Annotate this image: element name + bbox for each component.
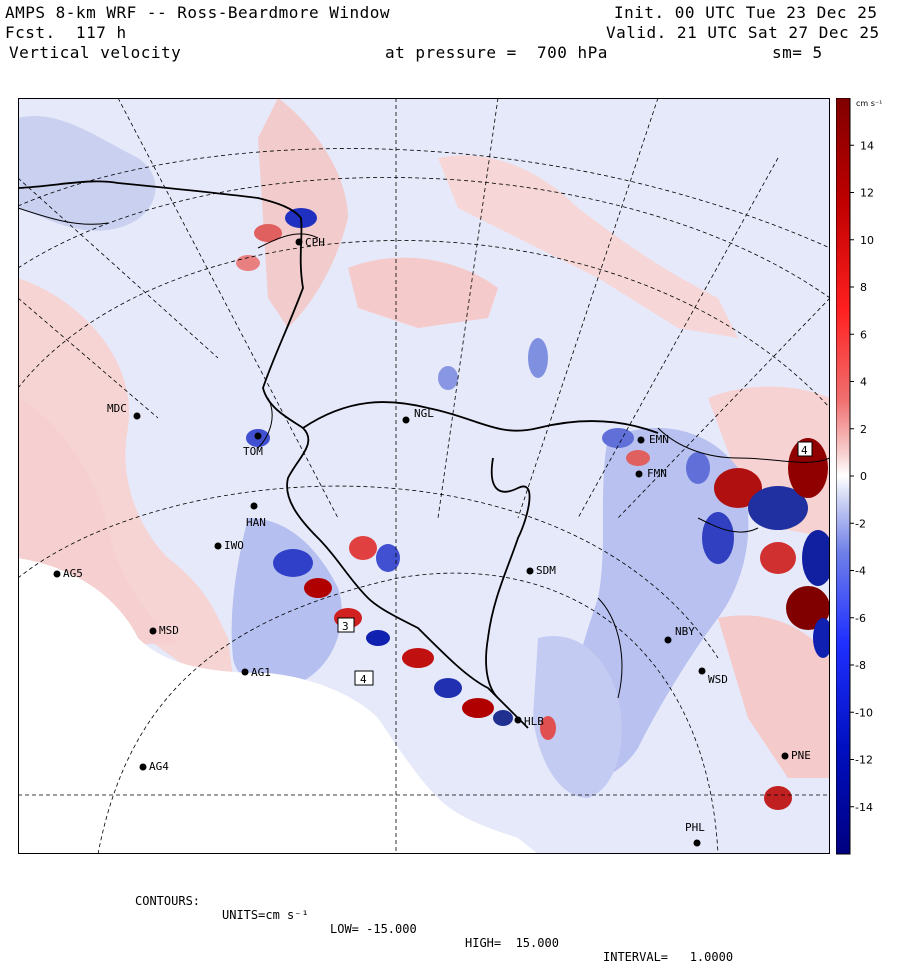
negative-area-south <box>533 636 622 798</box>
colorbar-tick-label: 12 <box>860 187 874 200</box>
station-MDC: MDC <box>107 402 141 420</box>
colorbar-tick-label: -4 <box>855 565 866 578</box>
station-AG4: AG4 <box>139 760 169 773</box>
station-EMN: EMN <box>637 433 669 446</box>
negative-area-nw <box>18 116 156 231</box>
station-label: MDC <box>107 402 127 415</box>
station-label: AG4 <box>149 760 169 773</box>
field-name: Vertical velocity <box>9 43 182 62</box>
station-label: PHL <box>685 821 705 834</box>
station-SDM: SDM <box>526 564 556 577</box>
station-label: SDM <box>536 564 556 577</box>
valid-time: Valid. 21 UTC Sat 27 Dec 25 <box>606 23 880 42</box>
station-MSD: MSD <box>149 624 179 637</box>
footer-units: UNITS=cm s⁻¹ <box>222 908 309 922</box>
positive-band-ne <box>438 155 738 338</box>
colorbar-tick-label: 0 <box>860 470 867 483</box>
station-NBY: NBY <box>664 625 695 644</box>
footer-low: LOW= -15.000 <box>330 922 417 936</box>
footer-high: HIGH= 15.000 <box>465 936 559 950</box>
colorbar-tick-label: -6 <box>855 612 866 625</box>
colorbar-tick-label: 8 <box>860 281 867 294</box>
map-box-label: 4 <box>801 444 808 457</box>
colorbar-tick-label: -2 <box>855 517 866 530</box>
colorbar-tick-label: -10 <box>855 706 873 719</box>
colorbar-tick-label: 6 <box>860 328 867 341</box>
station-label: NGL <box>414 407 434 420</box>
colorbar-ticks: 14 12 10 8 6 4 2 0 -2 -4 -6 -8 -10 -12 -14 <box>850 139 874 814</box>
intense-cells-coast <box>236 208 556 740</box>
contour-lines <box>18 207 830 699</box>
positive-area-se <box>718 615 830 778</box>
negative-area-tam <box>231 518 342 689</box>
station-HLB: HLB <box>514 715 544 728</box>
colorbar-tick-label: 14 <box>860 139 874 152</box>
colorbar-units: cm s⁻¹ <box>856 99 882 108</box>
map-box-label: 4 <box>360 673 367 686</box>
station-label: AG1 <box>251 666 271 679</box>
station-WSD: WSD <box>698 667 728 686</box>
colorbar-tick-label: -14 <box>855 801 873 814</box>
colorbar-tick-label: -12 <box>855 754 873 767</box>
intense-cells-east <box>602 428 830 810</box>
forecast-hour: Fcst. 117 h <box>5 23 127 42</box>
no-data-region <box>18 558 538 854</box>
station-label: TOM <box>243 445 263 458</box>
station-label: FMN <box>647 467 667 480</box>
station-TOM: TOM <box>243 432 263 458</box>
station-label: PNE <box>791 749 811 762</box>
station-PNE: PNE <box>781 749 811 762</box>
colorbar-tick-label: 4 <box>860 376 867 389</box>
station-PHL: PHL <box>685 821 705 847</box>
positive-area-west <box>18 278 233 678</box>
station-label: MSD <box>159 624 179 637</box>
map-box-labels: 3 4 4 <box>337 441 813 686</box>
station-label: AG5 <box>63 567 83 580</box>
latlon-grid <box>18 98 830 854</box>
positive-band-center <box>348 257 498 328</box>
colorbar-ramp <box>836 98 851 855</box>
station-IWO: IWO <box>214 539 244 552</box>
colorbar: cm s⁻¹ 14 12 10 8 6 4 2 0 -2 -4 -6 -8 -10 -12 -14 <box>836 98 882 855</box>
station-label: HLB <box>524 715 544 728</box>
station-label: IWO <box>224 539 244 552</box>
station-FMN: FMN <box>635 467 667 480</box>
vertical-velocity-map: 3 4 4 CPH MDC NGL EMN FMN TOM HAN IWO AG… <box>18 98 830 854</box>
station-AG5: AG5 <box>53 567 83 580</box>
pressure-level: at pressure = 700 hPa <box>385 43 608 62</box>
station-NGL: NGL <box>402 407 434 424</box>
colorbar-tick-label: -8 <box>855 659 866 672</box>
contour-footer: CONTOURS: UNITS=cm s⁻¹ LOW= -15.000 HIGH… <box>0 880 900 964</box>
station-CPH: CPH <box>295 236 325 249</box>
map-frame <box>18 98 830 854</box>
station-label: NBY <box>675 625 695 638</box>
map-box-label: 3 <box>342 620 349 633</box>
station-label: EMN <box>649 433 669 446</box>
init-time: Init. 00 UTC Tue 23 Dec 25 <box>614 3 878 22</box>
station-label: WSD <box>708 673 728 686</box>
station-AG1: AG1 <box>241 666 271 679</box>
colorbar-tick-label: 2 <box>860 423 867 436</box>
colorbar-tick-label: 10 <box>860 234 874 247</box>
coastline <box>18 180 659 729</box>
map-title: AMPS 8-km WRF -- Ross-Beardmore Window <box>5 3 391 22</box>
station-HAN: HAN <box>246 502 266 529</box>
station-label: HAN <box>246 516 266 529</box>
smoothing: sm= 5 <box>772 43 823 62</box>
footer-interval: INTERVAL= 1.0000 <box>603 950 734 964</box>
footer-contours: CONTOURS: <box>135 894 201 908</box>
station-markers: CPH MDC NGL EMN FMN TOM HAN IWO AG5 SDM … <box>53 236 811 847</box>
station-label: CPH <box>305 236 325 249</box>
